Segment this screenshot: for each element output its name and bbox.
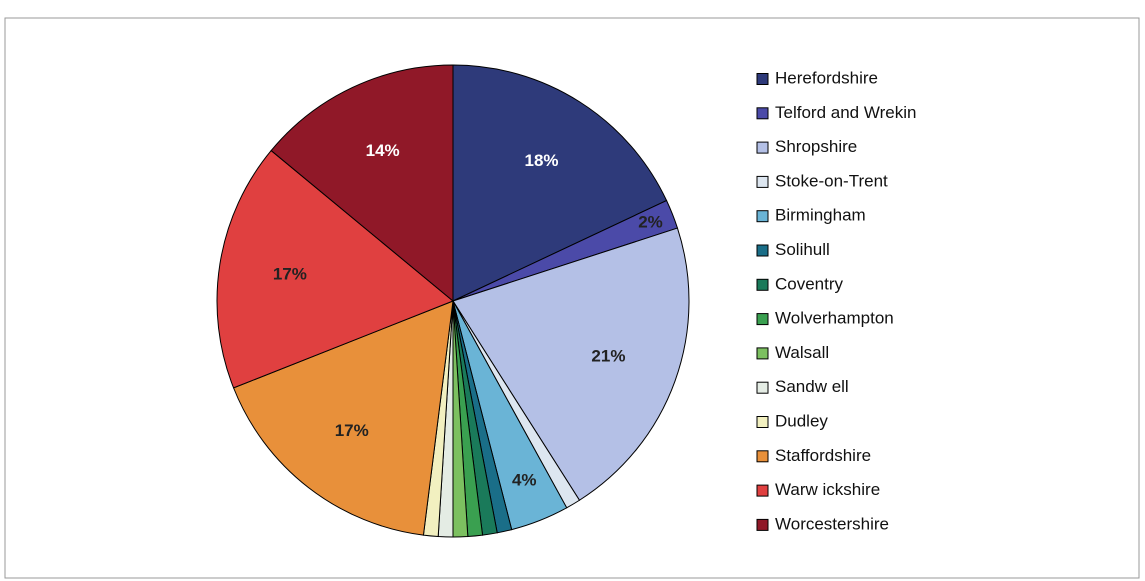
data-label: 17% <box>273 265 307 284</box>
legend-swatch <box>756 107 769 120</box>
legend-label: Shropshire <box>775 137 857 156</box>
legend-swatch <box>756 244 769 257</box>
legend-swatch <box>756 518 769 531</box>
legend-swatch <box>756 210 769 223</box>
legend-label: Warw ickshire <box>775 480 880 499</box>
legend-label: Solihull <box>775 240 830 259</box>
data-label: 2% <box>638 212 663 231</box>
data-label: 4% <box>512 470 537 489</box>
legend-swatch <box>756 450 769 463</box>
data-label: 21% <box>591 346 625 365</box>
legend-label: Sandw ell <box>775 377 849 396</box>
data-label: 17% <box>335 421 369 440</box>
legend-label: Wolverhampton <box>775 309 894 328</box>
legend-label: Dudley <box>775 411 828 430</box>
legend-label: Birmingham <box>775 206 866 225</box>
pie-slice <box>216 149 454 389</box>
legend-label: Coventry <box>775 274 844 293</box>
pie-slice <box>452 227 690 501</box>
legend-label: Worcestershire <box>775 514 889 533</box>
legend-label: Stoke-on-Trent <box>775 171 888 190</box>
legend-swatch <box>756 141 769 154</box>
pie-slice <box>270 64 454 303</box>
legend-swatch <box>756 484 769 497</box>
legend-label: Walsall <box>775 343 829 362</box>
legend-swatch <box>756 313 769 326</box>
pie-slice <box>232 300 454 536</box>
pie-slice <box>452 64 668 302</box>
legend-swatch <box>756 175 769 188</box>
legend-label: Herefordshire <box>775 68 878 87</box>
legend-swatch <box>756 73 769 85</box>
legend-swatch <box>756 381 769 394</box>
data-label: 14% <box>366 141 400 160</box>
legend-swatch <box>756 416 769 428</box>
legend-label: Telford and Wrekin <box>775 103 916 122</box>
legend-label: Staffordshire <box>775 446 871 465</box>
data-label: 18% <box>525 151 559 170</box>
legend-swatch <box>756 278 769 291</box>
legend-swatch <box>756 347 769 360</box>
